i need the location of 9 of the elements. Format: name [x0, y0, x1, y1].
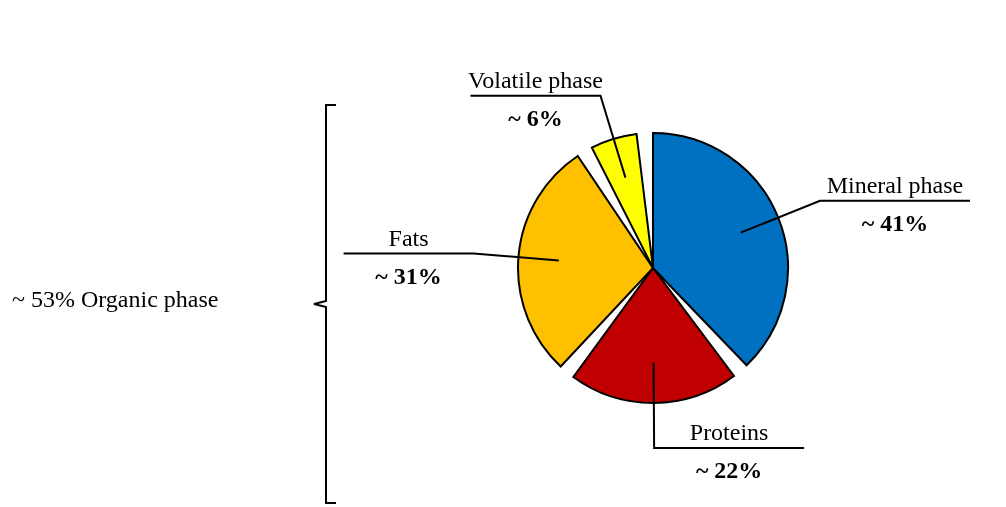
data-label: ~ 31%	[375, 262, 442, 289]
slice-label: Fats	[388, 224, 429, 251]
data-label: ~ 6%	[508, 104, 563, 131]
data-label: ~ 22%	[695, 457, 763, 483]
text: ~ 53% Organic phase	[12, 286, 219, 313]
data-label: ~ 41%	[861, 209, 929, 236]
slice-label: Proteins	[689, 419, 769, 445]
slice-label: Mineral phase	[826, 171, 964, 198]
slice-label: Volatile phase	[468, 66, 603, 93]
